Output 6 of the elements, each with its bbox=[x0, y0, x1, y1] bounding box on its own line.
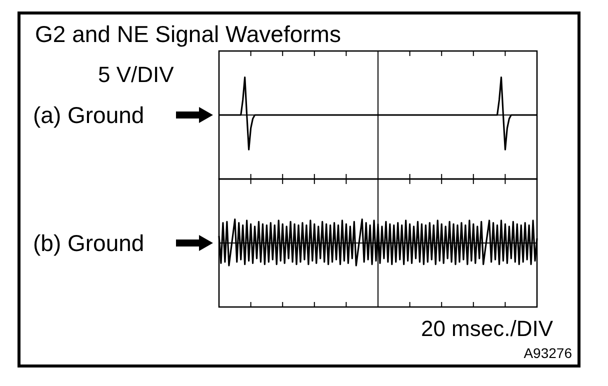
y-axis-title: 5 V/DIV bbox=[98, 62, 174, 87]
x-axis-title: 20 msec./DIV bbox=[420, 316, 554, 341]
text: (a) Ground bbox=[33, 102, 144, 128]
text: A93276 bbox=[524, 345, 572, 361]
chart-title: G2 and NE Signal Waveforms bbox=[35, 21, 341, 47]
text: (b) Ground bbox=[33, 230, 144, 256]
